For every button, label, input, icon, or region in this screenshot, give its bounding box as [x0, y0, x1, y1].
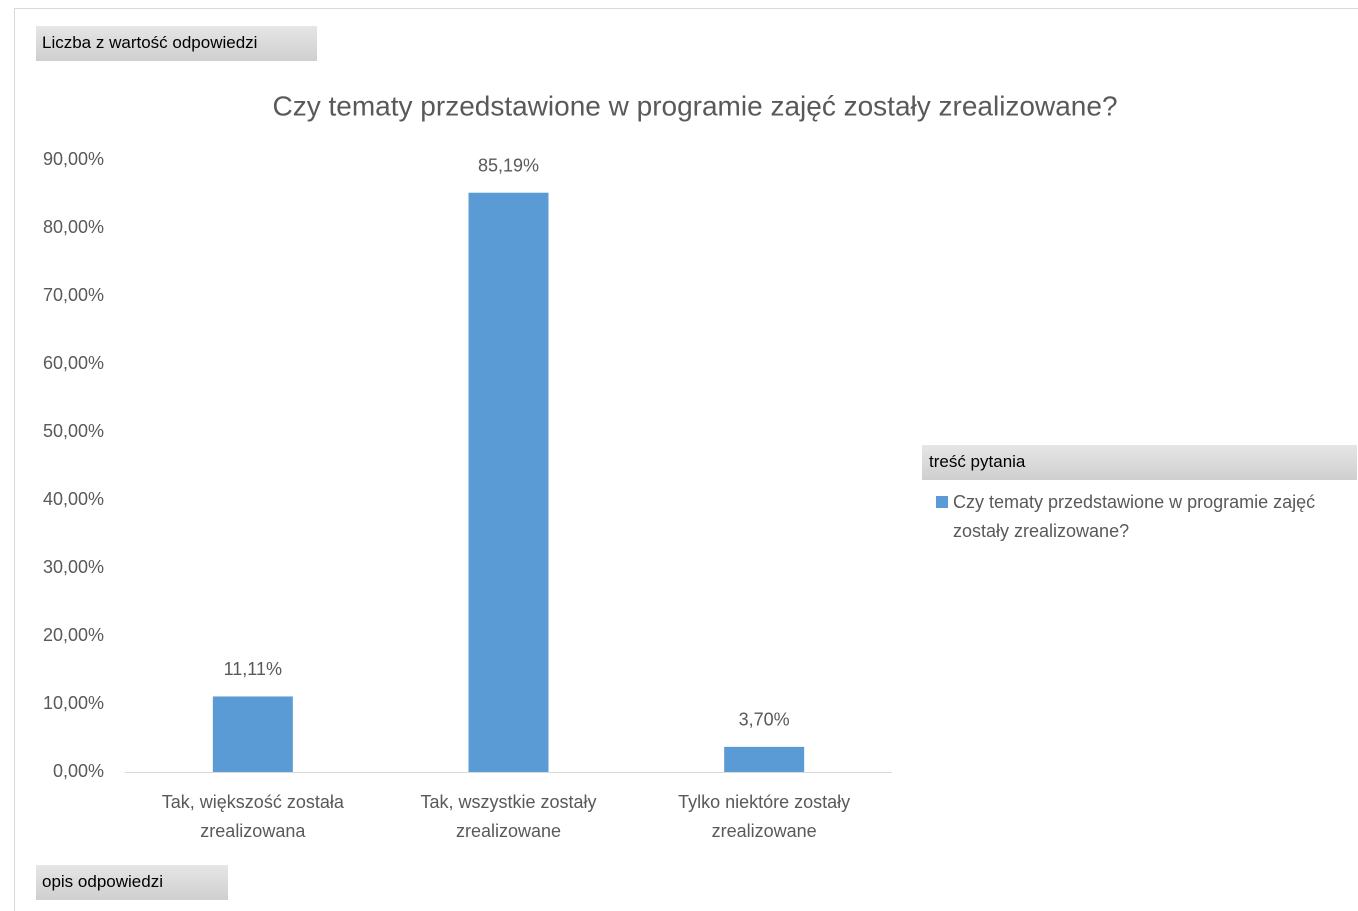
legend-swatch	[936, 496, 948, 508]
x-tick-label: Tylko niektóre zostały zrealizowane	[678, 792, 851, 841]
y-tick-label: 60,00%	[43, 353, 104, 373]
x-tick-label: Tak, większość została zrealizowana	[161, 792, 344, 841]
y-tick-label: 90,00%	[43, 149, 104, 169]
y-tick-label: 30,00%	[43, 557, 104, 577]
legend-field-button[interactable]: treść pytania	[922, 445, 1357, 480]
value-field-button[interactable]: Liczba z wartość odpowiedzi	[36, 26, 317, 61]
data-label: 85,19%	[478, 155, 539, 175]
bar	[468, 192, 549, 772]
y-tick-label: 40,00%	[43, 489, 104, 509]
y-tick-label: 10,00%	[43, 693, 104, 713]
legend-entry: Czy tematy przedstawione w programie zaj…	[953, 492, 1316, 541]
chart-title: Czy tematy przedstawione w programie zaj…	[272, 90, 1117, 121]
legend-field-label: treść pytania	[929, 452, 1026, 471]
category-field-button[interactable]: opis odpowiedzi	[36, 865, 228, 900]
category-field-label: opis odpowiedzi	[42, 872, 163, 891]
y-tick-label: 70,00%	[43, 285, 104, 305]
y-tick-label: 20,00%	[43, 625, 104, 645]
data-label: 11,11%	[224, 659, 282, 679]
bar	[212, 696, 293, 772]
chart-frame	[14, 8, 1358, 911]
data-label: 3,70%	[739, 710, 790, 730]
x-tick-label: Tak, wszystkie zostały zrealizowane	[420, 792, 597, 841]
bar	[724, 746, 805, 772]
y-tick-label: 80,00%	[43, 217, 104, 237]
y-tick-label: 0,00%	[53, 761, 104, 781]
y-tick-label: 50,00%	[43, 421, 104, 441]
